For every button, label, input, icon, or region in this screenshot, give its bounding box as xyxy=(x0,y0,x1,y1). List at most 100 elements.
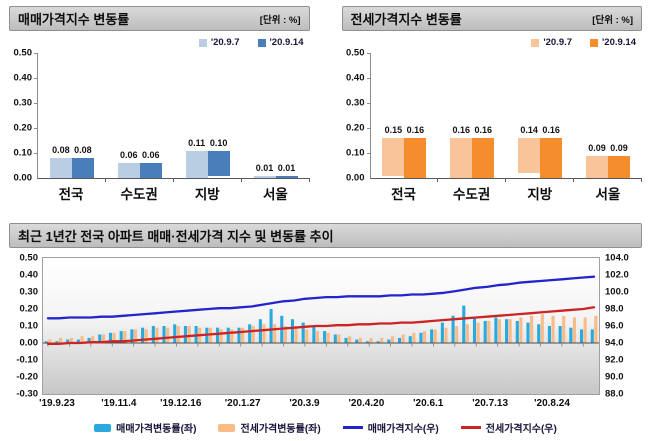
jeonse-ytick-mark xyxy=(366,103,371,104)
jeonse-bar-value-label: 0.16 xyxy=(406,125,425,135)
jeonse-bar-value-label: 0.09 xyxy=(610,142,628,153)
trend-bar-jeonse xyxy=(144,329,148,343)
trend-bar-jeonse xyxy=(262,324,266,343)
sale-bar-2-s1: 0.10 xyxy=(207,138,230,176)
trend-bar-jeonse xyxy=(476,322,480,343)
trend-bar-jeonse xyxy=(465,324,469,343)
trend-bar-sale xyxy=(472,317,477,343)
sale-bar-pair: 0.01 0.01 xyxy=(253,163,298,178)
trend-bar-jeonse xyxy=(294,327,298,343)
jeonse-unit-label: [단위 : %] xyxy=(592,14,633,26)
trend-bar-jeonse xyxy=(423,331,427,343)
jeonse-y-axis: 0.50 0.40 0.30 0.20 0.10 0.00 xyxy=(342,48,370,184)
trend-bar-jeonse xyxy=(283,326,287,343)
sale-ytick-mark xyxy=(34,128,38,129)
trend-left-tick-label: 0.00 xyxy=(19,337,39,349)
trend-bar-jeonse xyxy=(562,315,566,343)
jeonse-plot-column: 0.15 0.16 0.16 0.16 0.14 0.16 0.09 0.09 전국 수도권 지방… xyxy=(366,53,643,203)
jeonse-panel-header: 전세가격지수 변동률 [단위 : %] xyxy=(341,6,642,31)
jeonse-legend: '20.9.7 '20.9.14 xyxy=(342,31,643,50)
sale-ytick-label: 0.10 xyxy=(13,147,33,159)
sale-category-label: 수도권 xyxy=(120,187,158,202)
sale-ytick-label: 0.30 xyxy=(13,97,33,109)
sale-bar-value-label: 0.01 xyxy=(255,162,274,173)
trend-bar-sale xyxy=(44,341,48,343)
sale-ytick-mark xyxy=(34,103,38,104)
trend-bar-jeonse xyxy=(390,336,394,343)
jeonse-category-label: 서울 xyxy=(595,187,621,202)
trend-left-tick-label: -0.30 xyxy=(16,388,38,400)
trend-x-tick-label: '20.7.13 xyxy=(472,398,509,409)
trend-bar-jeonse xyxy=(455,326,459,343)
sale-bar-0-s0: 0.08 xyxy=(49,145,72,178)
trend-right-tick-label: 96.0 xyxy=(605,320,624,332)
trend-bar-jeonse xyxy=(487,320,491,343)
trend-bar-jeonse xyxy=(315,331,320,343)
trend-bar-jeonse xyxy=(273,324,277,343)
trend-bar-sale xyxy=(108,332,113,343)
jeonse-category-labels: 전국 수도권 지방 서울 xyxy=(370,183,643,203)
trend-bar-sale xyxy=(130,329,134,343)
jeonse-category-label: 전국 xyxy=(391,187,416,202)
trend-bar-jeonse xyxy=(176,326,180,343)
trend-bar-jeonse xyxy=(412,332,416,343)
sale-ytick-mark xyxy=(34,78,38,79)
trend-bar-jeonse xyxy=(166,327,170,343)
trend-bar-jeonse xyxy=(91,336,95,343)
jeonse-bar-pair: 0.09 0.09 xyxy=(586,143,631,178)
sale-legend-label: '20.9.7 xyxy=(210,37,240,48)
sale-bar-value-label: 0.01 xyxy=(277,162,296,173)
sale-bar-chart: 0.50 0.40 0.30 0.20 0.10 0.00 0.08 0.08 0.06 0.0… xyxy=(9,48,310,203)
jeonse-x-sep-tick xyxy=(437,178,439,182)
sale-bar-3-s1: 0.01 xyxy=(275,163,298,178)
sale-panel-title: 매매가격지수 변동률 xyxy=(18,12,130,27)
jeonse-legend-item: '20.9.7 xyxy=(531,37,572,48)
jeonse-bar-2-s1: 0.16 xyxy=(540,125,563,178)
trend-bar-sale xyxy=(558,326,562,343)
trend-legend-swatch xyxy=(342,426,363,429)
trend-x-tick-label: '19.12.16 xyxy=(160,398,202,409)
sale-x-sep-tick xyxy=(172,178,174,182)
trend-bar-sale xyxy=(312,326,316,343)
trend-bar-jeonse xyxy=(230,329,234,343)
trend-bar-sale xyxy=(55,341,59,343)
trend-bar-sale xyxy=(494,317,498,343)
trend-right-tick-label: 104.0 xyxy=(605,252,629,264)
trend-legend: 매매가격변동률(좌) 전세가격변동률(좌) 매매가격지수(우) 전세가격지수(우) xyxy=(9,420,642,435)
sale-bar-group: 0.08 0.08 xyxy=(38,53,106,178)
jeonse-bar-group: 0.09 0.09 xyxy=(574,53,642,178)
sale-legend-item: '20.9.14 xyxy=(257,37,304,48)
jeonse-legend-swatch xyxy=(590,38,599,47)
trend-x-tick-label: '19.9.23 xyxy=(39,398,75,409)
jeonse-x-sep-tick xyxy=(641,178,642,182)
trend-bar-sale xyxy=(483,320,487,343)
trend-bar-sale xyxy=(290,319,295,343)
jeonse-panel-title: 전세가격지수 변동률 xyxy=(350,12,462,27)
trend-right-axis: 104.0 102.0 100.0 98.0 96.0 94.0 92.0 90.0 88.0 xyxy=(600,253,642,400)
trend-legend-label: 전세가격변동률(좌) xyxy=(240,424,321,435)
trend-bar-jeonse xyxy=(251,326,255,343)
jeonse-ytick-label: 0.40 xyxy=(346,72,365,84)
jeonse-legend-label: '20.9.14 xyxy=(602,37,636,48)
trend-bar-sale xyxy=(301,322,305,343)
trend-bar-sale xyxy=(151,326,155,343)
trend-left-tick-label: 0.30 xyxy=(19,286,39,298)
sale-plot-column: 0.08 0.08 0.06 0.06 0.11 0.10 0.01 0.01 전국 수도권 지방… xyxy=(34,53,310,203)
trend-bar-sale xyxy=(451,315,455,343)
trend-x-tick-label: '20.3.9 xyxy=(289,398,320,409)
trend-bar-jeonse xyxy=(380,337,384,343)
jeonse-bar-value-label: 0.14 xyxy=(520,125,538,135)
trend-bar-jeonse xyxy=(337,334,341,343)
sale-legend-label: '20.9.14 xyxy=(269,37,304,48)
jeonse-plot-area: 0.15 0.16 0.16 0.16 0.14 0.16 0.09 0.09 xyxy=(366,53,642,182)
trend-bar-sale xyxy=(590,329,594,343)
sale-ytick-label: 0.40 xyxy=(13,72,33,84)
trend-bar-jeonse xyxy=(59,337,63,343)
trend-bar-sale xyxy=(323,331,327,343)
trend-bar-jeonse xyxy=(219,329,223,343)
top-charts-row: 매매가격지수 변동률 [단위 : %] '20.9.7 '20.9.14 0.50… xyxy=(0,0,653,203)
sale-ytick-label: 0.00 xyxy=(13,172,33,184)
trend-x-tick-label: '20.6.1 xyxy=(413,398,444,409)
trend-bar-jeonse xyxy=(241,327,245,343)
